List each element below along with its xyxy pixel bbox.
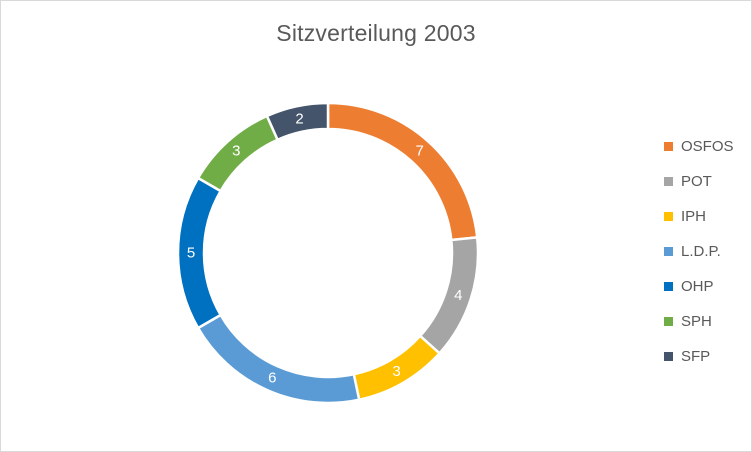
legend-label: OHP [681, 278, 714, 295]
slice-pot [418, 235, 480, 356]
legend-item: OSFOS [664, 135, 734, 158]
legend-item: SPH [664, 310, 734, 333]
legend-item: OHP [664, 275, 734, 298]
data-label: 2 [295, 110, 303, 127]
slice-osfos [326, 101, 479, 242]
data-label: 3 [392, 363, 400, 380]
slice-l-d-p [196, 313, 361, 405]
legend-swatch [664, 282, 673, 291]
legend-item: L.D.P. [664, 240, 734, 263]
legend-item: POT [664, 170, 734, 193]
legend-swatch [664, 317, 673, 326]
legend-label: POT [681, 173, 712, 190]
legend-item: IPH [664, 205, 734, 228]
legend-label: IPH [681, 208, 707, 225]
legend-item: SFP [664, 345, 734, 368]
legend-label: SFP [681, 348, 711, 365]
data-label: 3 [232, 143, 240, 160]
legend-swatch [664, 142, 673, 151]
legend: OSFOS POT IPH L.D.P. OHP SPH SFP [664, 135, 734, 380]
slice-sfp [265, 101, 330, 142]
data-label: 7 [415, 143, 423, 160]
data-label: 6 [268, 370, 276, 387]
slice-ohp [176, 176, 223, 330]
legend-label: SPH [681, 313, 712, 330]
legend-swatch [664, 247, 673, 256]
donut-data-labels: 7 4 3 6 5 3 2 [187, 110, 463, 386]
data-label: 4 [454, 287, 462, 304]
legend-swatch [664, 177, 673, 186]
chart-title: Sitzverteilung 2003 [276, 20, 476, 46]
data-label: 5 [187, 245, 195, 262]
legend-swatch [664, 212, 673, 221]
legend-label: L.D.P. [681, 243, 721, 260]
legend-swatch [664, 352, 673, 361]
legend-label: OSFOS [681, 138, 734, 155]
donut-slices [176, 101, 480, 405]
